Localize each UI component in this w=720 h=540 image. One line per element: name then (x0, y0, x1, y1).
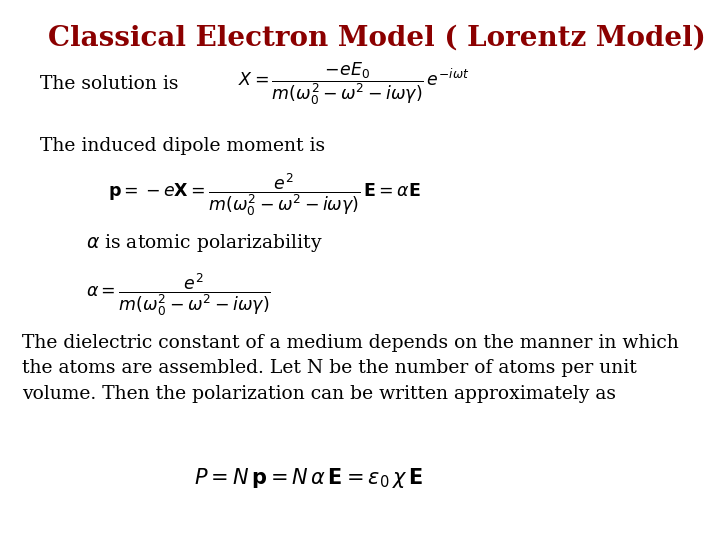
Text: The induced dipole moment is: The induced dipole moment is (40, 137, 325, 155)
Text: $X = \dfrac{-eE_0}{m(\omega_0^{2} - \omega^2 - i\omega\gamma)}\,e^{-i\omega t}$: $X = \dfrac{-eE_0}{m(\omega_0^{2} - \ome… (238, 60, 469, 107)
Text: $\alpha = \dfrac{e^2}{m(\omega_0^{2} - \omega^2 - i\omega\gamma)}$: $\alpha = \dfrac{e^2}{m(\omega_0^{2} - \… (86, 271, 271, 318)
Text: $\mathbf{p} = -e\mathbf{X} = \dfrac{e^2}{m(\omega_0^{2} - \omega^2 - i\omega\gam: $\mathbf{p} = -e\mathbf{X} = \dfrac{e^2}… (108, 171, 420, 218)
Text: The dielectric constant of a medium depends on the manner in which
the atoms are: The dielectric constant of a medium depe… (22, 334, 678, 403)
Text: The solution is: The solution is (40, 75, 178, 93)
Text: $\alpha$ is atomic polarizability: $\alpha$ is atomic polarizability (86, 232, 323, 254)
Text: $P = N\,\mathbf{p} = N\,\alpha\,\mathbf{E} = \varepsilon_0\,\chi\,\mathbf{E}$: $P = N\,\mathbf{p} = N\,\alpha\,\mathbf{… (194, 466, 423, 490)
Text: Classical Electron Model ( Lorentz Model): Classical Electron Model ( Lorentz Model… (48, 24, 706, 51)
